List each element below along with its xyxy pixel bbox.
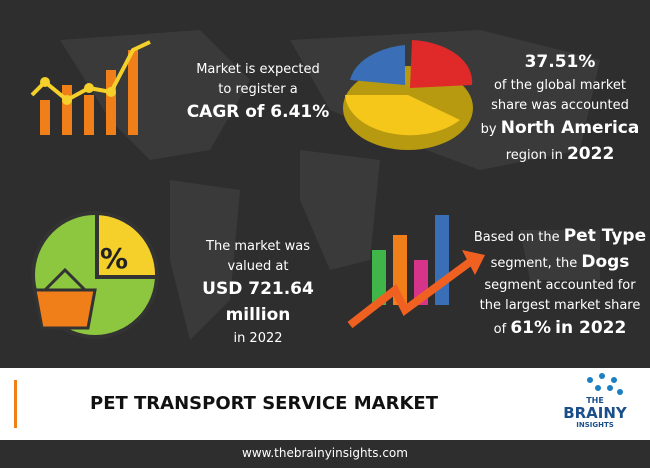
text: segment accounted for <box>484 278 636 293</box>
text-line: The market was <box>168 237 348 257</box>
text-line: segment, the Dogs <box>470 250 650 276</box>
text: to register a <box>218 82 298 97</box>
text-line: valued at <box>168 257 348 277</box>
cagr-text: Market is expected to register a CAGR of 6… <box>178 60 338 126</box>
logo-text: INSIGHTS <box>576 421 614 429</box>
text-line: region in 2022 <box>480 142 640 168</box>
text-line: Based on the Pet Type <box>470 224 650 250</box>
logo-mark <box>587 373 623 395</box>
accent <box>14 380 17 428</box>
region-text: 37.51% of the global market share was acco… <box>480 50 640 168</box>
pie-3d-icon <box>343 40 473 150</box>
highlight: 2022 <box>566 144 615 164</box>
pie-icon <box>31 210 160 339</box>
title-band <box>0 368 650 440</box>
text-line: of the global market <box>480 76 640 96</box>
text: of <box>493 322 511 337</box>
highlight: 61% <box>510 318 552 338</box>
highlight: in 2022 <box>555 318 627 338</box>
percent-icon: % <box>100 242 129 275</box>
text-line: of 61% in 2022 <box>470 316 650 342</box>
size-text: The market was valued at USD 721.64 millio… <box>168 237 348 349</box>
text: share was accounted <box>491 98 629 113</box>
highlight: 37.51% <box>524 52 596 72</box>
text: Based on the <box>473 230 564 245</box>
highlight: Dogs <box>581 252 630 272</box>
text: in 2022 <box>233 331 283 346</box>
text-line: share was accounted <box>480 96 640 116</box>
text: valued at <box>227 259 289 274</box>
footer <box>0 440 650 468</box>
highlight: CAGR of 6.41% <box>186 102 330 122</box>
text: segment, the <box>490 256 582 271</box>
text-line: in 2022 <box>168 329 348 349</box>
text: region in <box>505 148 567 163</box>
highlight: USD 721.64 million <box>202 279 314 325</box>
highlight: North America <box>500 118 640 138</box>
logo-text: THE <box>586 396 604 405</box>
segment-text: Based on the Pet Type segment, the Dogs se… <box>470 224 650 342</box>
logo-text: BRAINY <box>563 404 627 422</box>
text: The market was <box>206 239 310 254</box>
text-line: the largest market share <box>470 296 650 316</box>
text: Market is expected <box>196 62 320 77</box>
text-line: to register a <box>178 80 338 100</box>
text-line: Market is expected <box>178 60 338 80</box>
text-line: 37.51% <box>480 50 640 76</box>
url: www.thebrainyinsights.com <box>242 446 408 460</box>
title: PET TRANSPORT SERVICE MARKET <box>90 393 438 414</box>
text-line: USD 721.64 million <box>168 277 348 329</box>
text-line: by North America <box>480 116 640 142</box>
text-line: segment accounted for <box>470 276 650 296</box>
bar-icon <box>30 40 151 135</box>
highlight: Pet Type <box>563 226 647 246</box>
text: of the global market <box>493 78 627 93</box>
text: by <box>480 122 501 137</box>
text-line: CAGR of 6.41% <box>178 100 338 126</box>
bar-growth-icon <box>347 215 485 329</box>
text: the largest market share <box>479 298 641 313</box>
